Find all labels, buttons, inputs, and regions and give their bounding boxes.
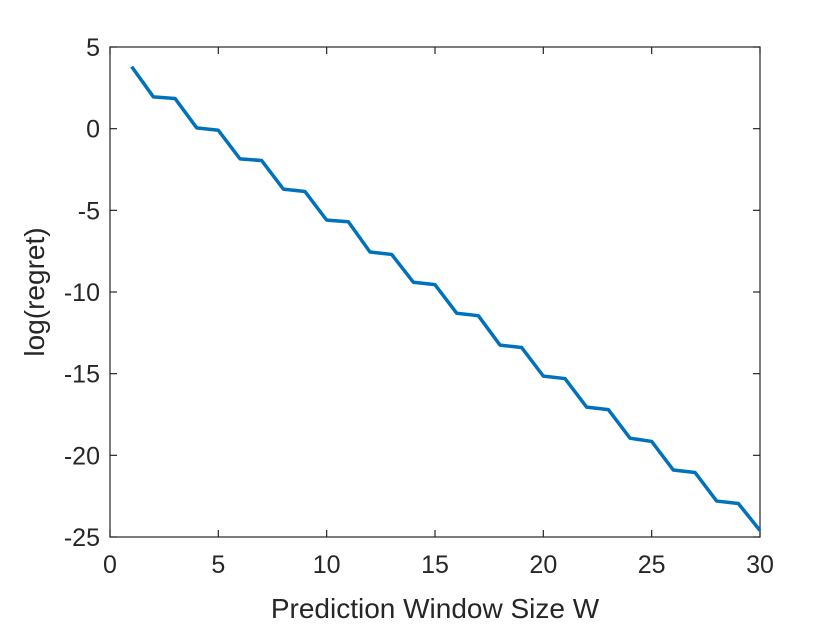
y-tick-label: -10 [64,279,100,307]
x-tick-label: 0 [103,551,117,579]
x-tick-label: 15 [421,551,449,579]
plot-area [109,46,761,538]
x-tick-label: 10 [313,551,341,579]
series-group [130,65,762,532]
y-tick-label: -20 [64,442,100,470]
y-axis-label: log(regret) [19,227,50,356]
series-line [130,65,762,532]
axis-tick-labels: 0 5 10 15 20 25 30 5 0 -5 -10 -15 -20 -25 [64,34,774,579]
x-tick-label: 25 [638,551,666,579]
y-tick-label: -25 [64,524,100,552]
x-tick-label: 5 [211,551,225,579]
y-tick-label: -5 [78,197,100,225]
x-axis-label: Prediction Window Size W [271,593,600,624]
axis-ticks [109,46,761,538]
y-tick-label: 0 [86,116,100,144]
x-tick-label: 30 [746,551,774,579]
x-tick-label: 20 [529,551,557,579]
y-tick-label: 5 [86,34,100,62]
y-tick-label: -15 [64,361,100,389]
